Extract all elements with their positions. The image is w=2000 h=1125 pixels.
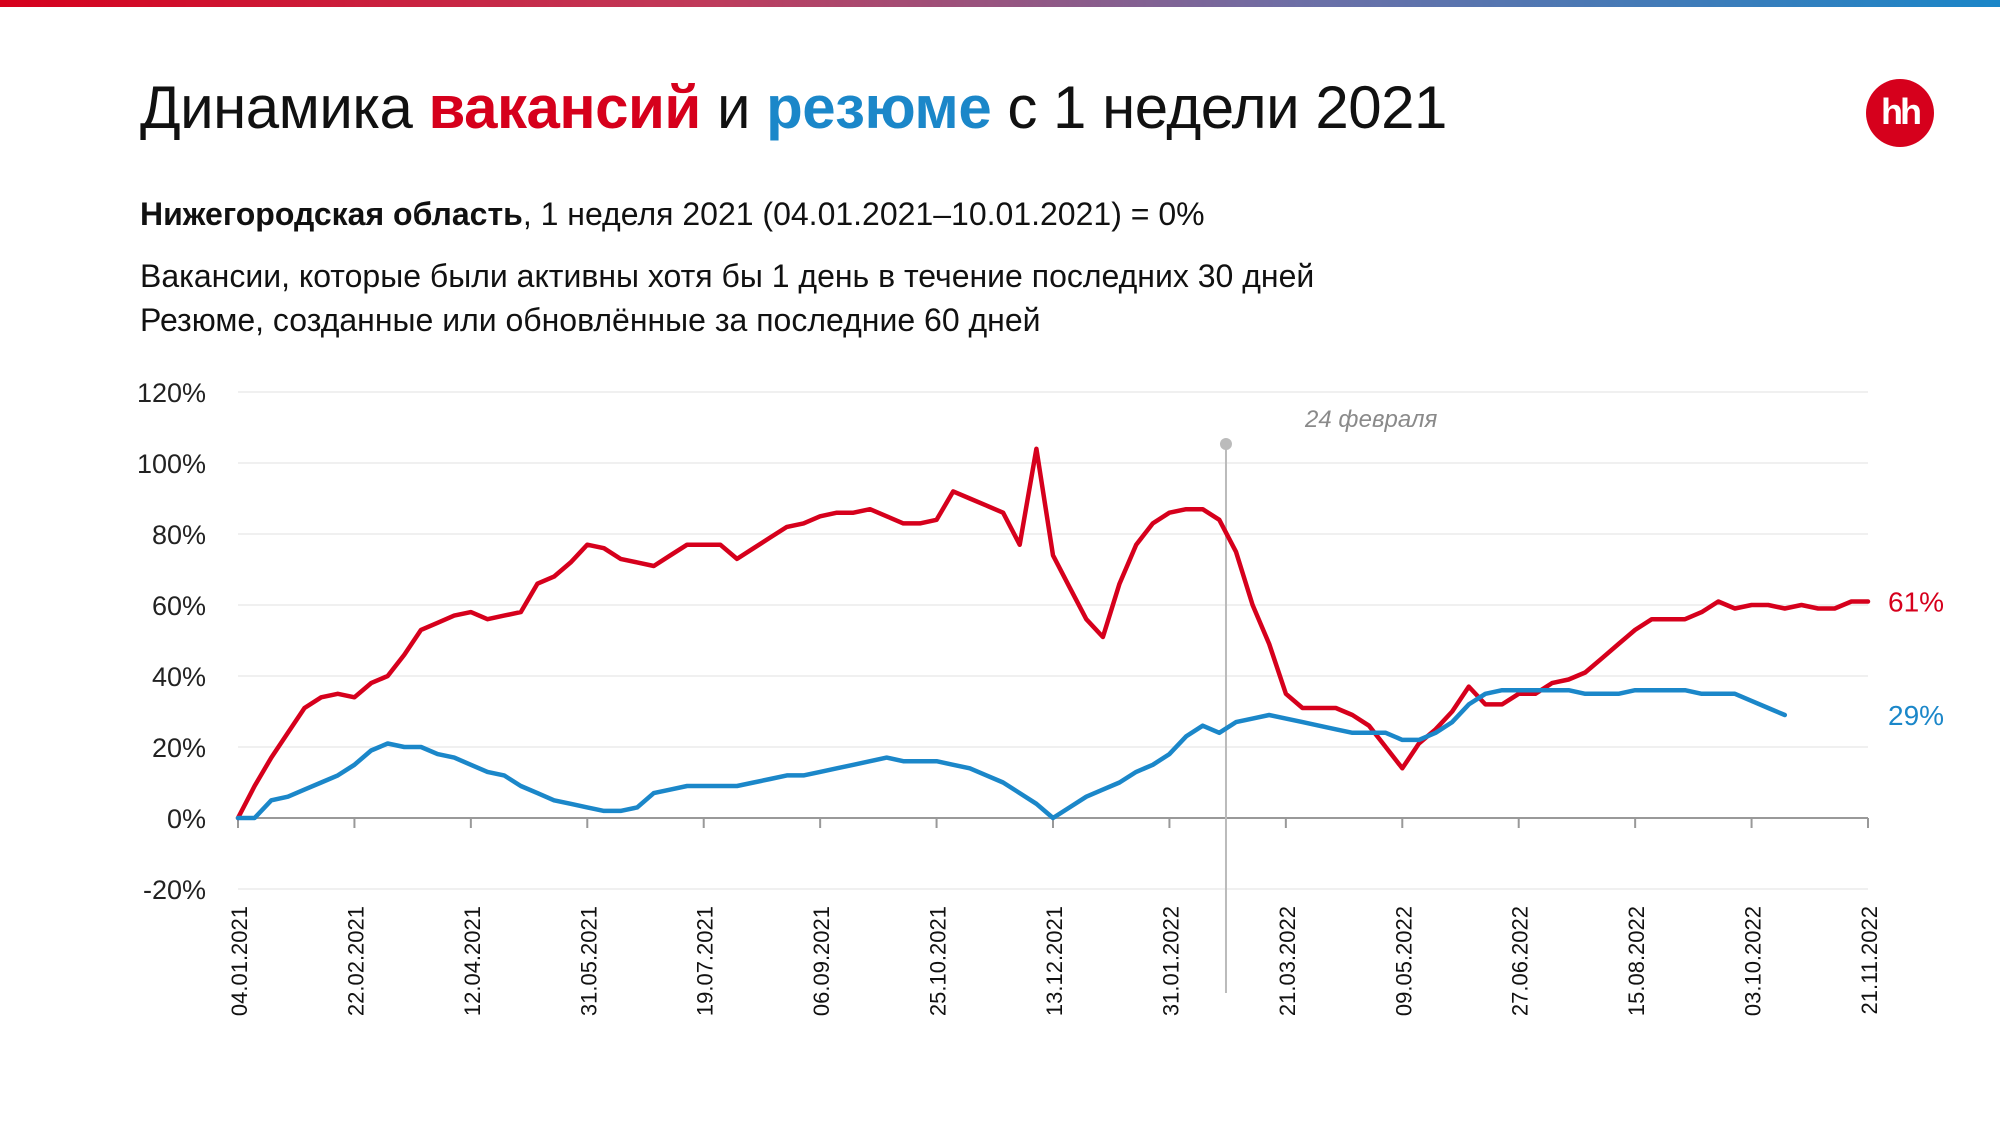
x-tick-label: 06.09.2021 <box>809 906 834 1016</box>
x-tick-label: 04.01.2021 <box>227 906 252 1016</box>
note-resumes: Резюме, созданные или обновлённые за пос… <box>140 302 1041 338</box>
y-tick-label: 0% <box>167 804 206 834</box>
hh-logo: hh <box>1866 79 1934 147</box>
series-layer <box>235 446 1871 821</box>
x-tick-label: 15.08.2022 <box>1624 906 1649 1016</box>
title-part-1: Динамика <box>140 74 429 141</box>
series-line-resumes <box>235 687 1788 821</box>
subtitle-baseline: , 1 неделя 2021 (04.01.2021–10.01.2021) … <box>522 196 1205 232</box>
top-gradient-bar <box>0 0 2000 7</box>
end-label-resumes: 29% <box>1888 700 1944 731</box>
x-tick-label: 13.12.2021 <box>1042 906 1067 1016</box>
x-tick-label: 19.07.2021 <box>693 906 718 1016</box>
x-tick-label: 31.01.2022 <box>1158 906 1183 1016</box>
title-part-3: с 1 недели 2021 <box>991 74 1447 141</box>
x-tick-label: 21.11.2022 <box>1857 906 1882 1014</box>
series-line-vacancies <box>235 446 1871 821</box>
label-layer: -20% 0% 20% 40% 60% 80% 100% 120% 04.01.2021 22.0… <box>137 378 1944 1016</box>
y-tick-label: 60% <box>152 591 206 621</box>
y-tick-label: 40% <box>152 662 206 692</box>
page-title: Динамика вакансий и резюме с 1 недели 20… <box>140 72 1447 144</box>
note-vacancies: Вакансии, которые были активны хотя бы 1… <box>140 258 1315 294</box>
y-tick-label: 100% <box>137 449 206 479</box>
x-tick-label: 27.06.2022 <box>1508 906 1533 1016</box>
x-tick-label: 22.02.2021 <box>343 906 368 1016</box>
x-tick-label: 21.03.2022 <box>1275 906 1300 1016</box>
title-vacancies: вакансий <box>428 74 702 141</box>
y-tick-label: 20% <box>152 733 206 763</box>
x-tick-label: 12.04.2021 <box>460 906 485 1016</box>
title-resumes: резюме <box>766 74 992 141</box>
y-tick-label: 80% <box>152 520 206 550</box>
region-name: Нижегородская область <box>140 196 523 232</box>
title-part-2: и <box>700 74 767 141</box>
x-tick-label: 09.05.2022 <box>1391 906 1416 1016</box>
x-tick-label: 25.10.2021 <box>926 906 951 1016</box>
x-tick-label: 31.05.2021 <box>576 906 601 1016</box>
x-tick-label: 03.10.2022 <box>1741 906 1766 1016</box>
subtitle: Нижегородская область, 1 неделя 2021 (04… <box>140 194 1205 234</box>
y-tick-label: 120% <box>137 378 206 408</box>
end-label-vacancies: 61% <box>1888 586 1944 617</box>
event-marker-dot <box>1219 438 1232 450</box>
event-marker-label: 24 февраля <box>1304 406 1438 433</box>
y-tick-label: -20% <box>143 875 206 905</box>
grid-lines <box>238 391 1868 890</box>
